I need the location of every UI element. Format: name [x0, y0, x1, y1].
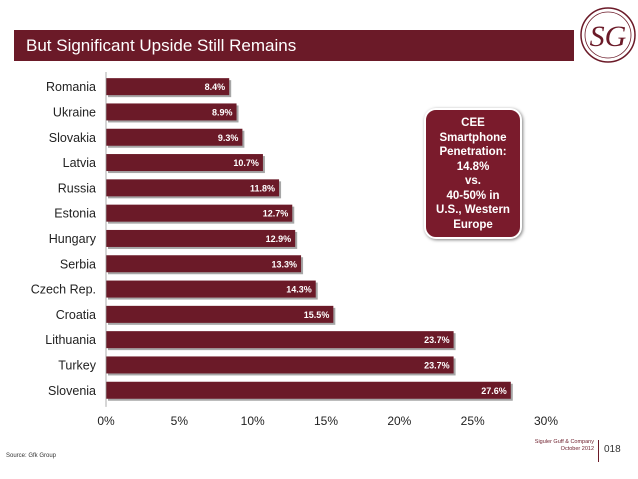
data-label: 9.3% [218, 133, 239, 143]
category-label: Romania [46, 80, 96, 94]
bar [106, 381, 511, 399]
bar [106, 154, 263, 172]
bar [106, 103, 237, 121]
svg-text:SG: SG [590, 20, 627, 53]
x-tick-label: 5% [171, 414, 189, 428]
x-tick-label: 20% [387, 414, 411, 428]
callout-line: U.S., Western [436, 204, 510, 216]
callout-line: Smartphone [439, 131, 507, 144]
callout-line: Europe [453, 218, 493, 231]
bar [106, 305, 334, 323]
category-label: Slovenia [48, 384, 96, 398]
data-label: 13.3% [272, 259, 298, 269]
x-tick-label: 0% [97, 414, 115, 428]
category-label: Serbia [60, 257, 96, 271]
title-bar: But Significant Upside Still Remains [14, 30, 574, 61]
data-label: 12.7% [263, 209, 289, 219]
callout-line: vs. [465, 175, 481, 187]
category-label: Lithuania [45, 333, 96, 347]
bar [106, 255, 302, 273]
bar [106, 128, 243, 146]
company-footer: Siguler Guff & Company October 2012 [504, 439, 594, 453]
x-tick-label: 25% [461, 414, 485, 428]
bar [106, 179, 280, 197]
callout-line: 40-50% in [446, 189, 500, 202]
x-tick-label: 10% [241, 414, 265, 428]
page-title: But Significant Upside Still Remains [26, 36, 297, 55]
category-label: Slovakia [49, 131, 96, 145]
category-label: Latvia [63, 156, 96, 170]
data-label: 15.5% [304, 310, 330, 320]
category-label: Russia [58, 181, 96, 195]
data-label: 8.9% [212, 107, 233, 117]
bar [106, 280, 316, 298]
data-label: 11.8% [250, 183, 275, 193]
callout-line: Penetration: [439, 146, 507, 158]
x-tick-label: 30% [534, 414, 558, 428]
bar [106, 229, 296, 247]
category-label: Turkey [58, 358, 96, 372]
footer-divider [598, 440, 599, 462]
data-label: 27.6% [481, 386, 507, 396]
x-tick-label: 15% [314, 414, 338, 428]
category-label: Hungary [49, 232, 97, 246]
bar [106, 204, 293, 222]
company-name: Siguler Guff & Company [534, 439, 594, 445]
data-label: 12.9% [266, 234, 292, 244]
bar [106, 78, 230, 96]
callout-line: 14.8% [456, 160, 490, 173]
source-note: Source: Gfk Group [6, 453, 57, 459]
footer-date: October 2012 [560, 446, 594, 452]
callout-line: CEE [461, 117, 485, 129]
category-label: Croatia [56, 308, 96, 322]
data-label: 8.4% [205, 82, 226, 92]
bar [106, 356, 454, 374]
category-label: Ukraine [53, 105, 96, 119]
data-label: 23.7% [424, 335, 450, 345]
category-label: Czech Rep. [31, 283, 96, 297]
data-label: 14.3% [286, 285, 312, 295]
page-number: 018 [604, 444, 621, 455]
bar [106, 331, 454, 349]
callout-box: CEE Smartphone Penetration: 14.8% vs. 40… [424, 108, 522, 239]
data-label: 10.7% [233, 158, 259, 168]
sg-logo: SG [580, 7, 636, 63]
category-label: Estonia [54, 207, 96, 221]
data-label: 23.7% [424, 360, 450, 370]
